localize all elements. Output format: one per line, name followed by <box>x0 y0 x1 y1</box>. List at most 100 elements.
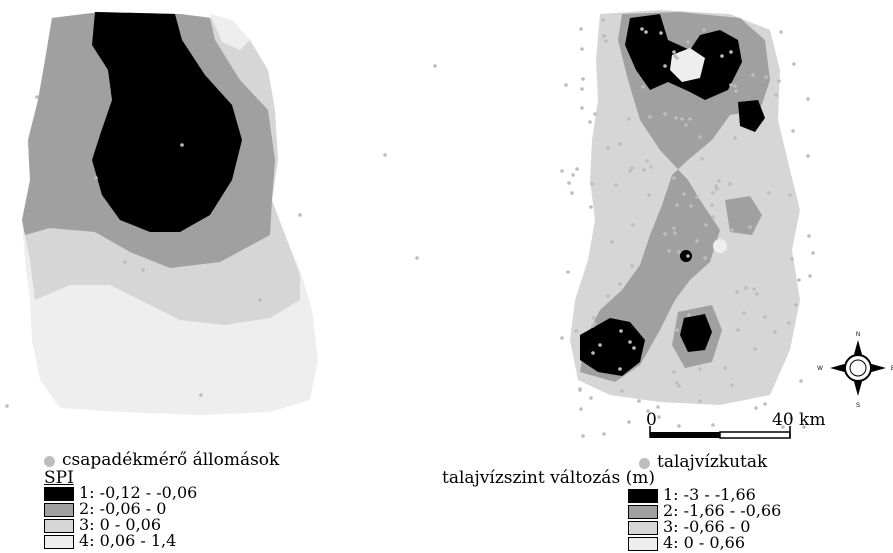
station-point <box>601 18 605 22</box>
scale-bar-end-label: 40 km <box>772 410 826 430</box>
station-point <box>806 97 810 101</box>
scale-bar-black <box>650 432 720 438</box>
station-point <box>580 47 584 51</box>
station-point <box>753 347 757 351</box>
station-point <box>646 409 650 413</box>
station-point <box>682 192 686 196</box>
station-point <box>729 50 733 54</box>
station-point <box>180 143 184 147</box>
station-point <box>663 232 667 236</box>
station-point <box>674 116 678 120</box>
station-point <box>258 298 262 302</box>
station-point <box>792 62 796 66</box>
station-point <box>644 30 648 34</box>
station-point <box>789 416 793 420</box>
station-point <box>715 187 719 191</box>
right-map <box>570 10 800 405</box>
station-point <box>728 182 732 186</box>
wells-legend-label: talajvízkutak <box>657 452 768 472</box>
left-legend-label-1: 1: -0,12 - -0,06 <box>79 483 198 502</box>
station-point <box>598 343 602 347</box>
station-point <box>711 215 715 219</box>
right-legend-swatch-2 <box>628 505 658 519</box>
station-point <box>686 254 690 258</box>
station-point <box>593 322 597 326</box>
station-point <box>566 270 570 274</box>
right-legend-label-4: 4: 0 - 0,66 <box>663 533 746 552</box>
right-region-class4-spot <box>713 239 727 253</box>
station-point <box>808 274 812 278</box>
station-point <box>593 112 597 116</box>
right-legend-label-3: 3: -0,66 - 0 <box>663 517 751 536</box>
station-point <box>415 256 419 260</box>
station-point <box>672 226 676 230</box>
station-point <box>811 251 815 255</box>
station-point <box>614 183 618 187</box>
station-point <box>673 54 677 58</box>
station-point <box>802 425 806 429</box>
compass-east-arrow <box>868 363 886 373</box>
station-point <box>610 240 614 244</box>
station-point <box>675 328 679 332</box>
scale-bar-white <box>719 431 791 439</box>
stations-legend-label: csapadékmérő állomások <box>62 450 280 470</box>
station-point <box>755 292 759 296</box>
station-point <box>791 129 795 133</box>
station-point <box>790 257 794 261</box>
scale-bar-start-label: 0 <box>646 410 657 430</box>
station-point <box>630 264 634 268</box>
station-point <box>570 191 574 195</box>
left-legend-swatch-3 <box>44 519 74 533</box>
station-point <box>589 396 593 400</box>
station-point <box>673 231 677 235</box>
station-point <box>663 112 667 116</box>
station-point <box>698 135 702 139</box>
station-point <box>672 370 676 374</box>
right-region-class4-north <box>670 48 705 82</box>
station-point <box>698 399 702 403</box>
compass-e-label: E <box>891 366 893 372</box>
station-points <box>5 18 815 438</box>
station-point <box>5 404 9 408</box>
station-point <box>711 191 715 195</box>
compass-rose-icon: N S W E <box>817 332 893 409</box>
station-point <box>578 388 582 392</box>
station-point <box>677 384 681 388</box>
right-region-class2-east <box>725 196 762 235</box>
station-point <box>298 213 302 217</box>
station-point <box>579 407 583 411</box>
scale-bar <box>649 426 791 439</box>
station-point <box>788 193 792 197</box>
station-point <box>672 176 676 180</box>
station-point <box>575 167 579 171</box>
station-point <box>677 424 681 428</box>
station-point <box>752 287 756 291</box>
right-legend-label-1: 1: -3 - -1,66 <box>663 485 756 504</box>
station-point <box>702 28 706 32</box>
station-point <box>383 153 387 157</box>
left-legend-swatch-2 <box>44 503 74 517</box>
station-point <box>779 30 783 34</box>
left-region-pale-top <box>210 14 250 50</box>
station-point <box>794 303 798 307</box>
station-point <box>787 321 791 325</box>
station-point <box>659 31 663 35</box>
station-point <box>648 115 652 119</box>
station-point <box>723 366 727 370</box>
station-point <box>686 40 690 44</box>
right-legend-swatch-3 <box>628 521 658 535</box>
station-point <box>710 203 714 207</box>
station-point <box>628 340 632 344</box>
station-point <box>704 223 708 227</box>
station-point <box>606 146 610 150</box>
station-point <box>564 83 568 87</box>
station-point <box>640 27 644 31</box>
station-point <box>764 75 768 79</box>
station-point <box>649 165 653 169</box>
station-point <box>606 294 610 298</box>
station-point <box>663 64 667 68</box>
station-point <box>592 316 596 320</box>
station-point <box>733 136 737 140</box>
station-point <box>729 83 733 87</box>
